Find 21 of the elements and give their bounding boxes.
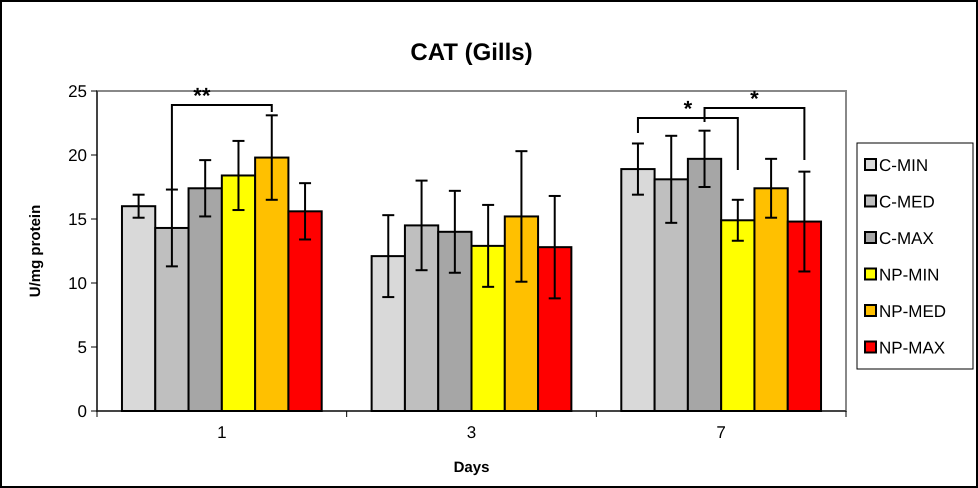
x-tick-label: 1 [217,423,227,442]
legend-label: NP-MED [879,302,946,321]
x-axis-title: Days [454,459,490,476]
x-tick-label: 3 [466,423,476,442]
y-tick-label: 0 [78,402,87,421]
y-tick-label: 10 [68,274,87,293]
x-tick-label: 7 [716,423,726,442]
y-tick-label: 20 [68,146,87,165]
chart-title: CAT (Gills) [410,39,533,66]
legend-label: NP-MAX [879,338,946,358]
y-axis-title: U/mg protein [27,204,44,298]
y-tick-label: 25 [68,82,87,101]
legend-label: C-MAX [879,228,934,248]
annotation: * [684,96,693,121]
legend-label: C-MIN [879,156,928,175]
annotation: ** [193,83,211,108]
y-tick-label: 5 [78,338,87,357]
legend-label: NP-MIN [879,265,940,284]
y-tick-label: 15 [68,210,87,229]
annotation: * [750,86,760,111]
legend-label: C-MED [879,192,935,212]
